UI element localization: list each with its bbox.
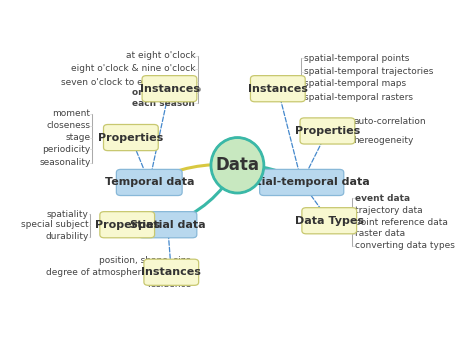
Text: spatiality: spatiality xyxy=(47,210,89,218)
Text: Spatial data: Spatial data xyxy=(130,220,205,230)
Ellipse shape xyxy=(211,138,264,193)
Text: converting data types: converting data types xyxy=(355,241,455,250)
Text: periodicity: periodicity xyxy=(42,145,91,154)
FancyBboxPatch shape xyxy=(117,169,182,196)
Text: Properties: Properties xyxy=(98,132,164,143)
Text: moment: moment xyxy=(53,109,91,118)
FancyBboxPatch shape xyxy=(103,125,158,151)
Text: durability: durability xyxy=(45,232,89,241)
Text: Data Types: Data Types xyxy=(295,216,364,226)
Text: trajectory data: trajectory data xyxy=(355,206,423,215)
Text: seasonality: seasonality xyxy=(39,158,91,167)
Text: degree of atmospheric pollution: degree of atmospheric pollution xyxy=(46,268,191,277)
Text: Spatial-temporal data: Spatial-temporal data xyxy=(233,177,370,188)
Text: auto-correlation: auto-correlation xyxy=(353,117,426,126)
Text: spatial-temporal rasters: spatial-temporal rasters xyxy=(303,93,412,103)
Text: at eight o'clock: at eight o'clock xyxy=(126,51,195,60)
FancyBboxPatch shape xyxy=(100,212,155,238)
Text: Properties: Properties xyxy=(95,220,160,230)
Text: spatial-temporal maps: spatial-temporal maps xyxy=(303,79,406,88)
FancyBboxPatch shape xyxy=(250,75,305,102)
Text: eight o'clock & nine o'clock: eight o'clock & nine o'clock xyxy=(71,64,195,73)
Text: hereogeneity: hereogeneity xyxy=(353,136,413,145)
FancyBboxPatch shape xyxy=(138,212,197,238)
Text: Instances: Instances xyxy=(248,84,308,94)
Text: point reference data: point reference data xyxy=(355,217,448,227)
Text: Data: Data xyxy=(215,156,259,174)
Text: raster data: raster data xyxy=(355,229,405,238)
Text: stage: stage xyxy=(65,133,91,142)
Text: once a week: once a week xyxy=(132,88,195,97)
Text: spatial-temporal trajectories: spatial-temporal trajectories xyxy=(303,67,433,76)
Text: spatial-temporal points: spatial-temporal points xyxy=(303,54,409,63)
Text: each season: each season xyxy=(132,99,195,108)
FancyBboxPatch shape xyxy=(144,259,199,285)
Text: closeness: closeness xyxy=(46,121,91,130)
Text: seven o'clock to eight o'clock: seven o'clock to eight o'clock xyxy=(62,78,195,86)
FancyBboxPatch shape xyxy=(260,169,344,196)
Text: Instances: Instances xyxy=(139,84,200,94)
Text: position, shape, size: position, shape, size xyxy=(100,256,191,265)
FancyBboxPatch shape xyxy=(300,118,355,144)
Text: residence: residence xyxy=(147,280,191,289)
Text: Instances: Instances xyxy=(141,267,201,277)
Text: Properties: Properties xyxy=(295,126,360,136)
Text: special subject: special subject xyxy=(21,220,89,229)
FancyBboxPatch shape xyxy=(302,208,356,234)
FancyBboxPatch shape xyxy=(142,75,197,102)
Text: Temporal data: Temporal data xyxy=(104,177,194,188)
Text: event data: event data xyxy=(355,194,410,203)
